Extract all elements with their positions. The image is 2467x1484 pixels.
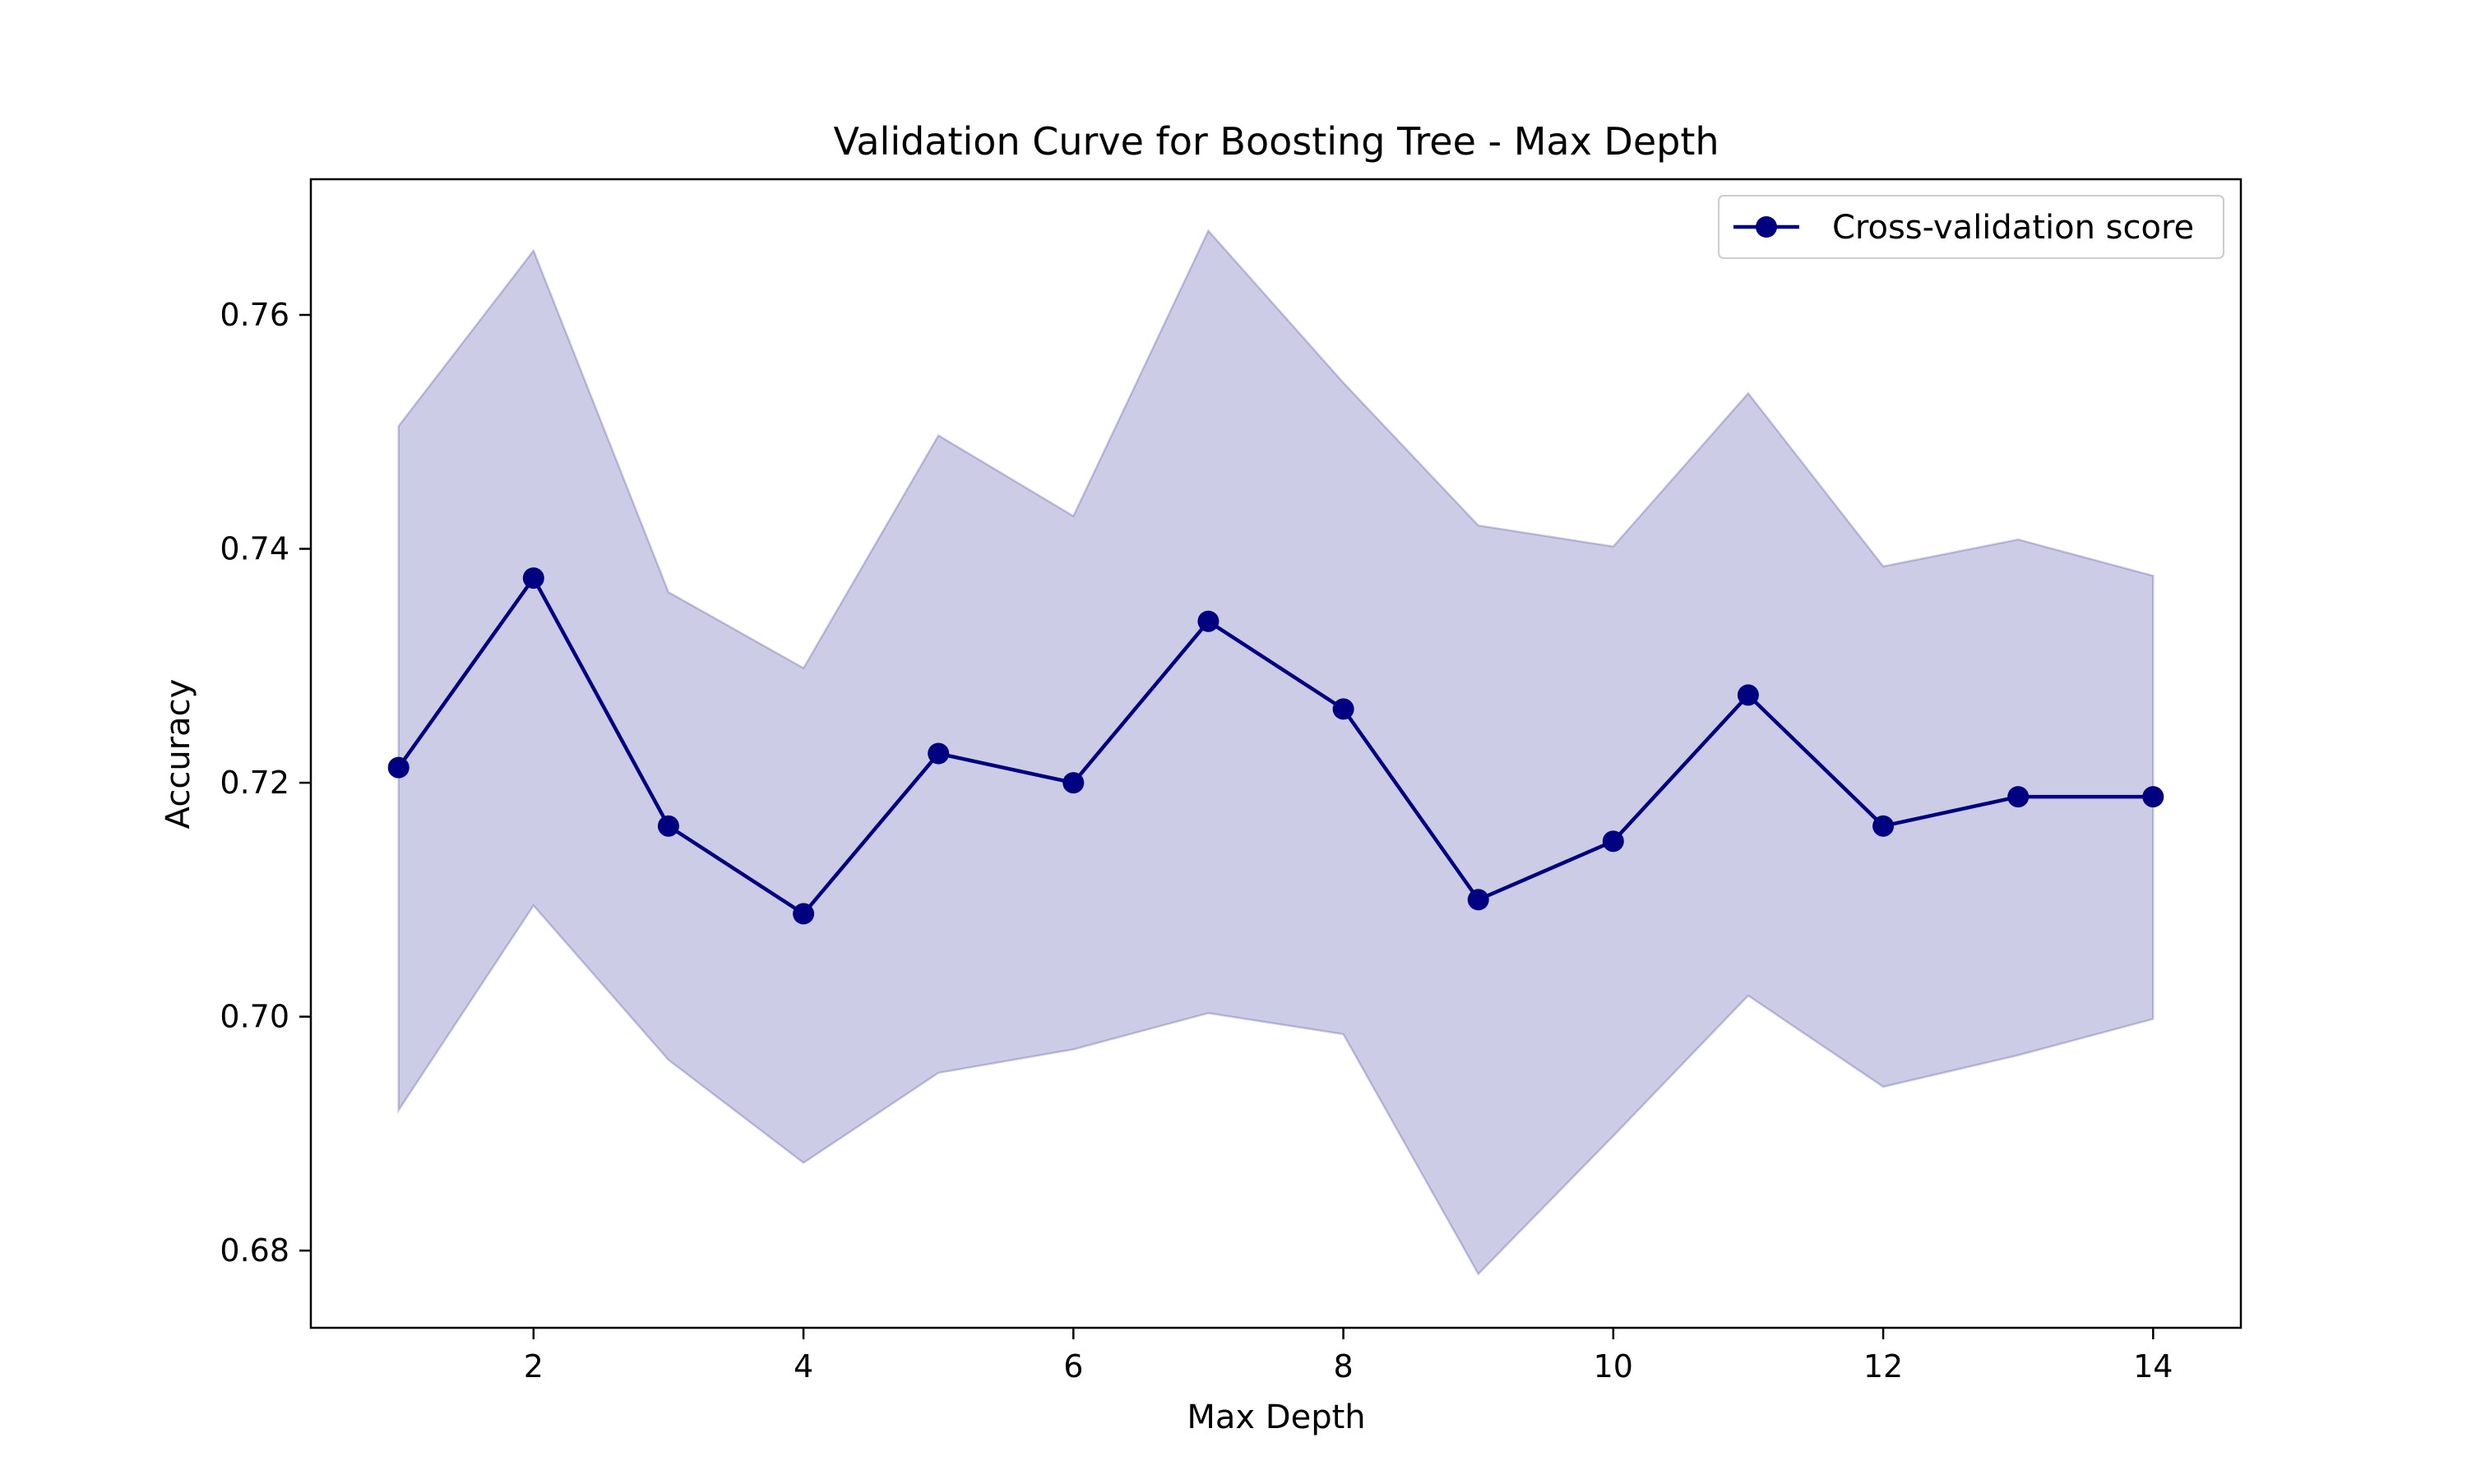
x-axis-ticks: 2 4 6 8 10 12 14 bbox=[524, 1328, 2173, 1385]
x-tick-label: 10 bbox=[1594, 1348, 1633, 1385]
plot-frame bbox=[309, 178, 2243, 1329]
data-point bbox=[657, 815, 679, 837]
legend-label: Cross-validation score bbox=[1832, 209, 2194, 247]
legend-marker-swatch bbox=[1756, 216, 1777, 238]
data-point bbox=[793, 903, 815, 925]
data-point bbox=[387, 756, 410, 779]
legend-box bbox=[1718, 195, 2224, 259]
legend: Cross-validation score bbox=[1718, 195, 2224, 259]
data-point bbox=[1872, 815, 1895, 837]
data-point bbox=[1602, 830, 1624, 853]
x-tick-label: 4 bbox=[794, 1348, 813, 1385]
y-axis-label: Accuracy bbox=[160, 679, 197, 830]
x-tick-label: 2 bbox=[524, 1348, 544, 1385]
y-tick-label: 0.70 bbox=[220, 999, 289, 1035]
data-point bbox=[1197, 610, 1220, 632]
data-point bbox=[1332, 698, 1354, 720]
x-tick-label: 12 bbox=[1863, 1348, 1903, 1385]
confidence-band-layer bbox=[397, 229, 2155, 1276]
series-marker-layer bbox=[387, 567, 2164, 925]
data-point bbox=[1062, 772, 1085, 794]
y-tick-label: 0.76 bbox=[220, 297, 289, 333]
data-point bbox=[2142, 786, 2164, 808]
y-tick-label: 0.72 bbox=[220, 765, 289, 801]
x-tick-label: 8 bbox=[1333, 1348, 1353, 1385]
x-tick-label: 14 bbox=[2133, 1348, 2173, 1385]
confidence-band bbox=[397, 229, 2155, 1276]
y-axis-ticks: 0.68 0.70 0.72 0.74 0.76 bbox=[220, 297, 311, 1269]
data-point bbox=[928, 742, 950, 765]
y-tick-label: 0.68 bbox=[220, 1232, 289, 1269]
y-tick-label: 0.74 bbox=[220, 531, 289, 567]
data-point bbox=[522, 567, 544, 589]
series-line-cross-validation-score bbox=[396, 576, 2154, 916]
data-point bbox=[2007, 786, 2030, 808]
data-point bbox=[1467, 889, 1489, 911]
x-tick-label: 6 bbox=[1063, 1348, 1083, 1385]
chart-title: Validation Curve for Boosting Tree - Max… bbox=[833, 119, 1719, 164]
data-point bbox=[1737, 684, 1759, 706]
series-line-layer bbox=[396, 576, 2154, 916]
x-axis-label: Max Depth bbox=[1187, 1398, 1365, 1436]
